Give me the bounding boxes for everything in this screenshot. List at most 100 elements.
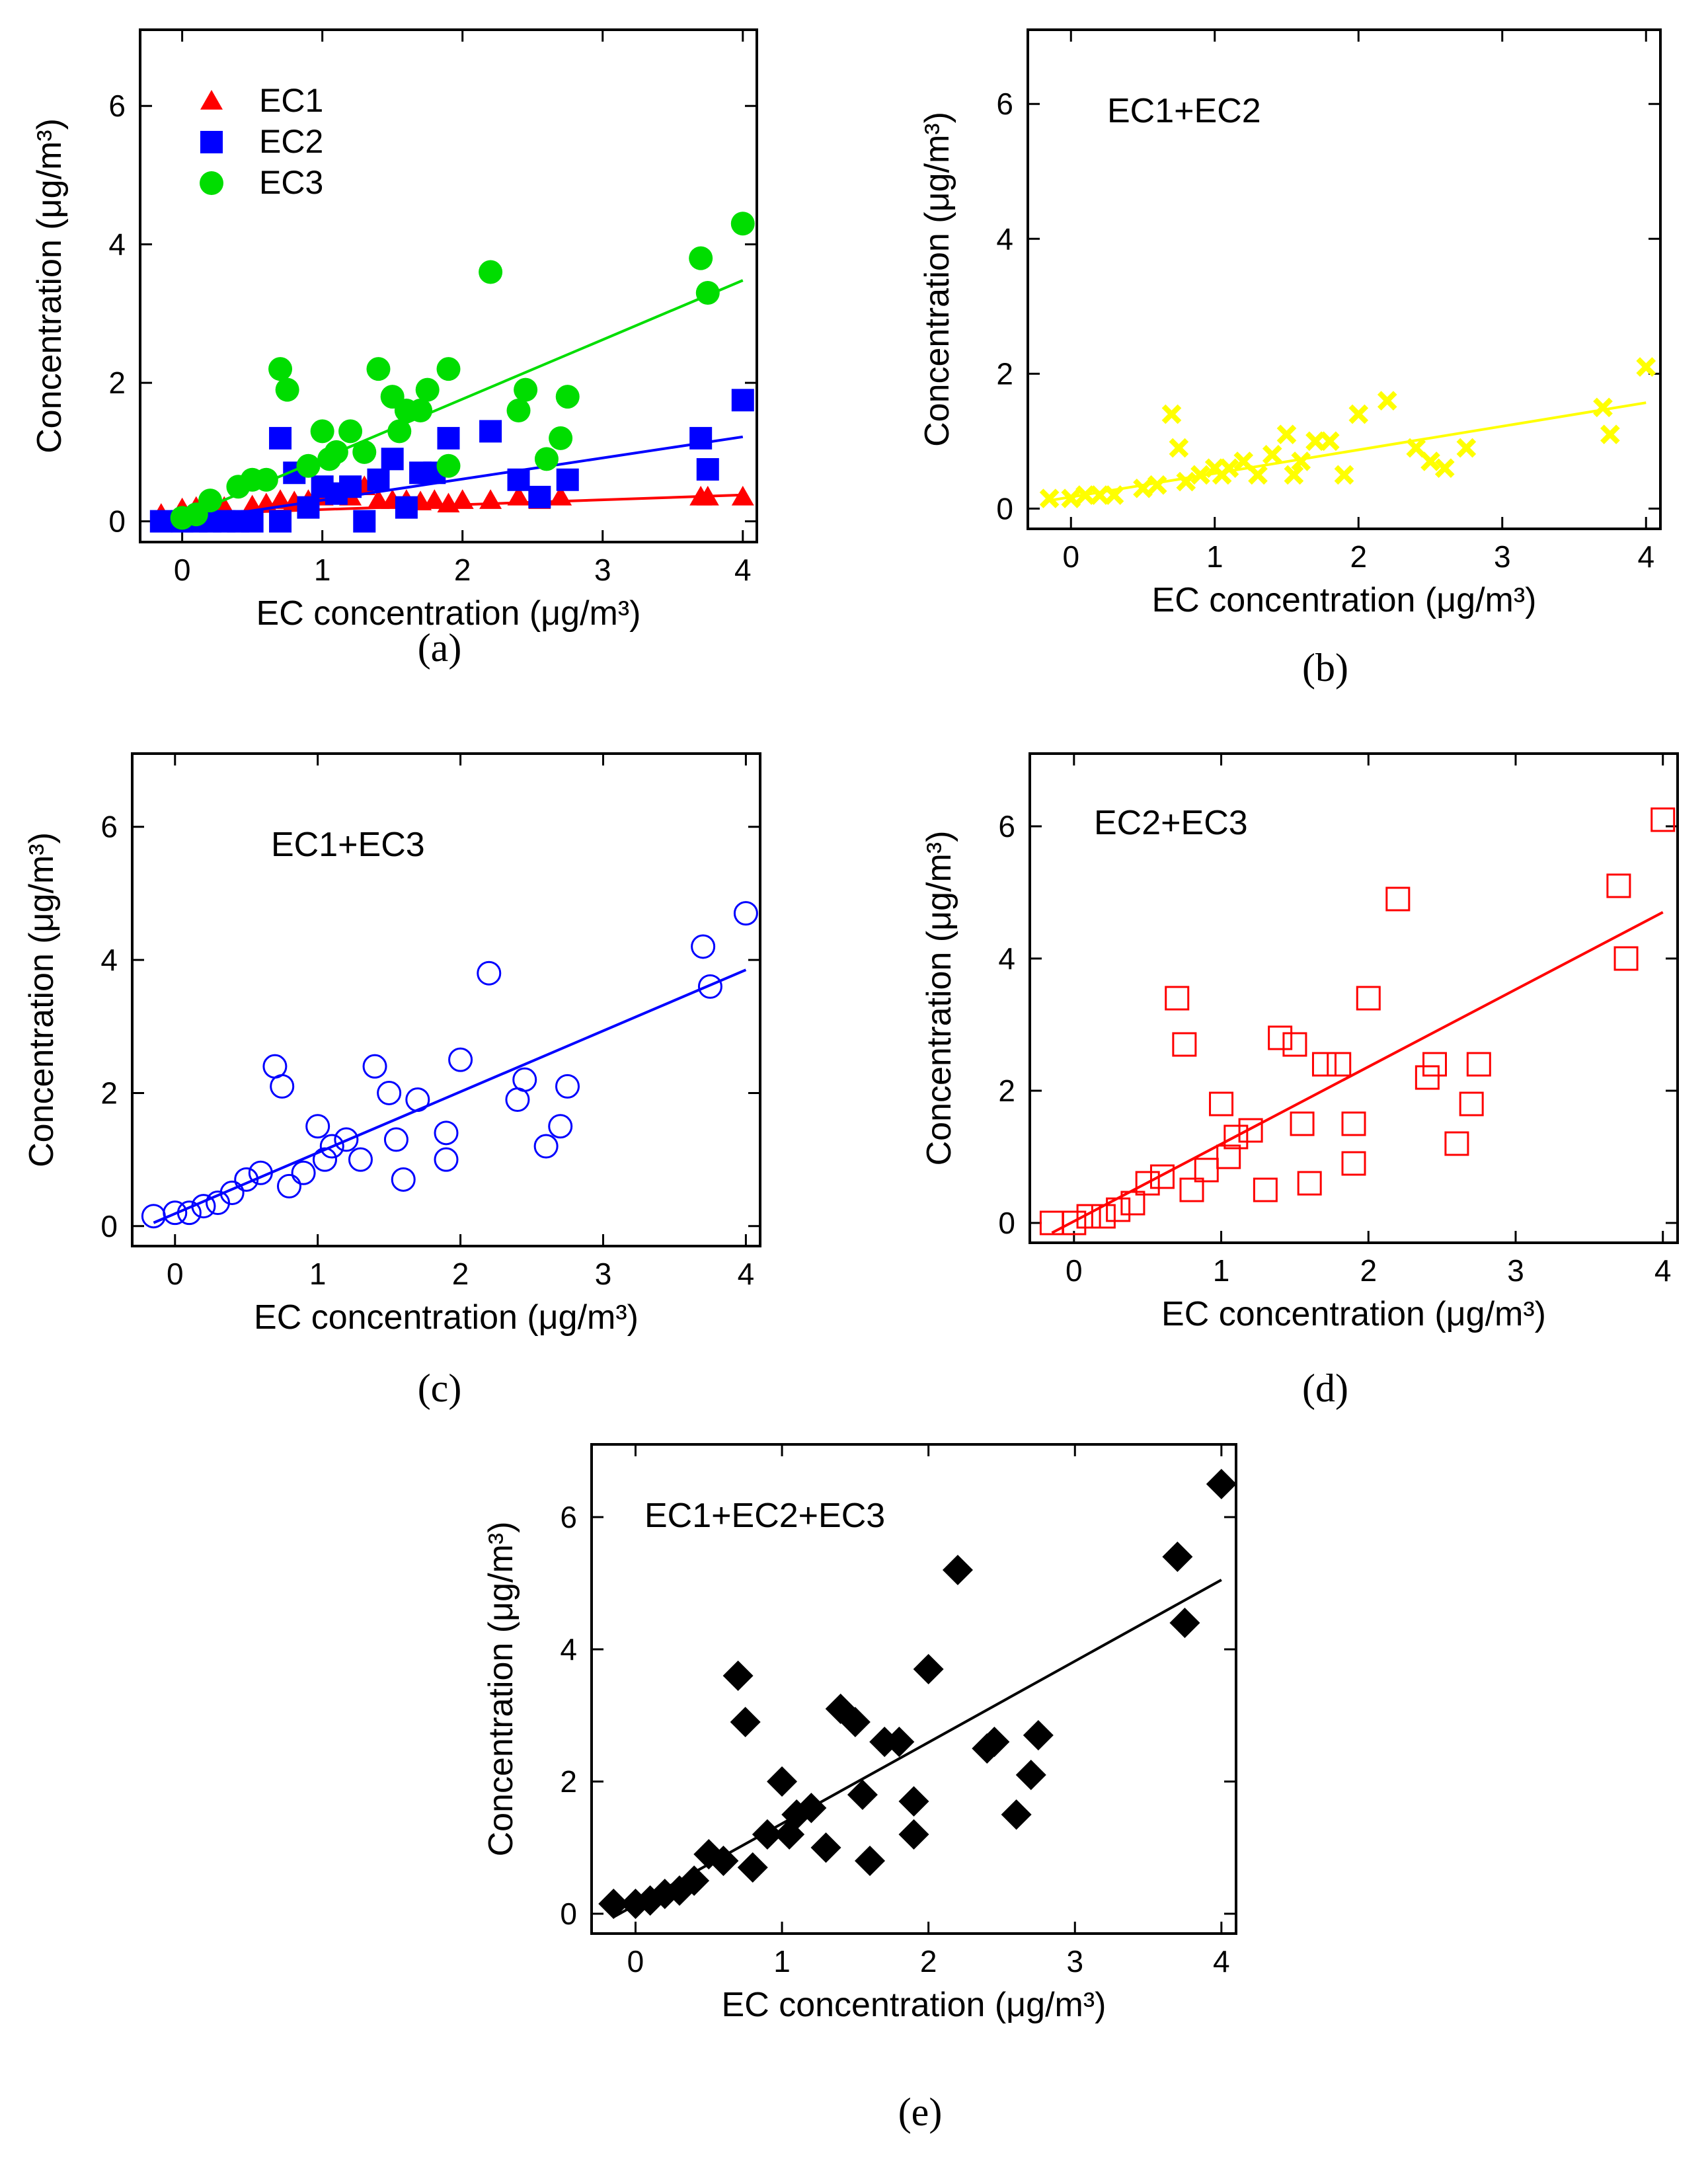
data-point [549, 426, 573, 450]
fit-line-ec1-ec3 [153, 968, 747, 1224]
y-tick-label: 2 [996, 356, 1013, 391]
data-point [1341, 1111, 1366, 1136]
data-point [1179, 1177, 1204, 1202]
data-point [451, 489, 474, 509]
data-point [1606, 873, 1631, 898]
legend-marker [200, 171, 223, 195]
data-point [1104, 485, 1124, 505]
data-point [1190, 465, 1210, 485]
data-point [1262, 444, 1282, 465]
data-point [268, 357, 293, 381]
data-point [1169, 438, 1189, 458]
x-tick-label: 3 [595, 1257, 612, 1291]
data-point [219, 1180, 245, 1205]
y-axis-title: Concentration (μg/m³) [920, 831, 958, 1166]
x-tick-label: 1 [1213, 1253, 1230, 1288]
data-point [1636, 357, 1656, 377]
x-tick-label: 1 [309, 1257, 327, 1291]
data-point [1466, 1052, 1491, 1077]
data-point [366, 357, 391, 381]
data-point [1106, 1197, 1131, 1222]
data-point [1169, 1608, 1200, 1638]
data-point [1291, 451, 1311, 471]
data-point [1062, 1210, 1087, 1235]
data-point [291, 1160, 316, 1185]
data-point [434, 1120, 459, 1146]
data-point [942, 1555, 973, 1585]
data-point [733, 901, 758, 926]
data-point [338, 419, 363, 444]
data-point [479, 420, 502, 443]
data-point [1600, 424, 1620, 444]
data-point [1194, 1157, 1219, 1183]
data-point [1420, 451, 1440, 471]
fit-line-ec1-ec2-ec3 [613, 1579, 1222, 1918]
y-tick-label: 4 [100, 943, 118, 977]
data-point [533, 1134, 559, 1159]
data-point [708, 1846, 739, 1876]
data-point [1385, 886, 1411, 912]
panel-label: (d) [1302, 1366, 1348, 1410]
data-point [1434, 458, 1455, 479]
x-axis-title: EC concentration (μg/m³) [1152, 581, 1537, 619]
x-tick-label: 4 [1654, 1253, 1672, 1288]
data-point [731, 389, 754, 412]
data-point [1297, 1171, 1322, 1196]
data-point [730, 212, 755, 236]
x-tick-label: 2 [1360, 1253, 1377, 1288]
y-tick-label: 4 [998, 941, 1015, 976]
data-point [1149, 1164, 1175, 1189]
data-point [1311, 1052, 1337, 1077]
data-point [1165, 986, 1190, 1011]
x-tick-label: 2 [1350, 539, 1367, 574]
panel-d: 0 1 2 3 4 0 2 4 6 EC concentration (μg/m³) Concent… [920, 752, 1679, 1410]
data-point [1613, 946, 1639, 971]
data-point [1206, 1469, 1237, 1499]
data-point [176, 1200, 202, 1226]
data-point [448, 1047, 473, 1072]
x-tick-label: 2 [452, 1257, 469, 1291]
data-point [324, 440, 348, 464]
data-point [1348, 404, 1369, 424]
data-point [898, 1786, 929, 1817]
data-point [352, 440, 377, 464]
data-point [1223, 1124, 1249, 1150]
x-tick-label: 1 [1206, 539, 1223, 574]
fit-line-ec2 [182, 435, 744, 523]
data-point [405, 1087, 430, 1113]
data-point [1076, 1204, 1101, 1229]
data-point [477, 961, 502, 986]
data-point [305, 1114, 330, 1139]
data-point [689, 246, 713, 270]
panel-b: 0 1 2 3 4 0 2 4 6 EC concentration (μg/m³) Concent… [918, 28, 1662, 689]
data-point [722, 1661, 754, 1691]
y-axis-title: Concentration (μg/m³) [22, 832, 61, 1167]
y-tick-label: 2 [998, 1074, 1015, 1108]
data-point [884, 1727, 915, 1757]
data-point [1023, 1720, 1054, 1750]
data-point [334, 1127, 359, 1152]
data-point [1162, 1542, 1193, 1572]
data-point [1593, 397, 1613, 418]
data-point [512, 1067, 537, 1092]
x-tick-label: 4 [738, 1257, 755, 1291]
data-point [1444, 1131, 1469, 1156]
panel-label: (e) [898, 2090, 943, 2134]
data-point [1422, 1052, 1447, 1077]
data-point [507, 468, 530, 491]
y-tick-label: 4 [108, 227, 126, 262]
x-axis-title: EC concentration (μg/m³) [254, 1298, 639, 1337]
inset-label: EC1+EC2+EC3 [644, 1497, 885, 1535]
data-point [434, 1147, 459, 1172]
data-point [1327, 1052, 1352, 1077]
data-point [697, 974, 722, 999]
data-point [149, 510, 173, 533]
x-tick-label: 4 [1637, 539, 1654, 574]
data-point [1120, 1191, 1145, 1216]
data-point [913, 1654, 944, 1684]
data-point [696, 485, 719, 506]
data-point [1147, 475, 1167, 495]
data-point [437, 426, 460, 450]
x-tick-label: 4 [1213, 1944, 1230, 1979]
data-point [269, 510, 292, 533]
